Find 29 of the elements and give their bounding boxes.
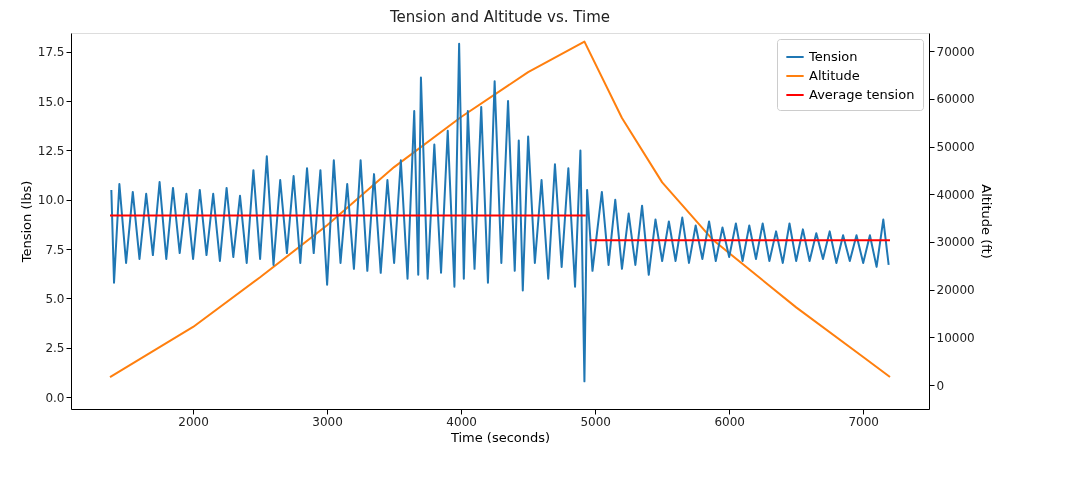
y2-axis-title: Altitude (ft) [978,184,994,259]
x-tick-label: 2000 [178,414,209,429]
chart-title: Tension and Altitude vs. Time [388,8,611,26]
y-tick-label: 12.5 [37,143,65,158]
y-tick-label: 2.5 [45,341,65,356]
y2-tick-label: 30000 [936,235,975,250]
y2-tick-label: 50000 [936,140,975,155]
x-tick-label: 7000 [848,414,879,429]
y-tick-label: 10.0 [37,193,65,208]
legend-label: Tension [808,49,858,64]
x-tick-label: 3000 [312,414,343,429]
y2-tick-label: 70000 [936,44,975,59]
y-tick-label: 15.0 [37,94,65,109]
y2-tick-label: 10000 [936,330,975,345]
y2-tick-label: 40000 [936,187,975,202]
legend-label: Altitude [809,68,860,83]
legend-label: Average tension [809,87,915,102]
y-tick-label: 17.5 [37,45,65,60]
y-tick-label: 0.0 [45,390,65,405]
y-tick-label: 5.0 [45,291,65,306]
y2-tick-label: 60000 [936,92,975,107]
y2-tick-label: 20000 [936,283,975,298]
y-tick-label: 7.5 [45,242,65,257]
y-axis-title: Tension (lbs) [18,180,34,264]
x-axis-title: Time (seconds) [449,429,551,445]
x-tick-label: 4000 [446,414,477,429]
x-tick-label: 5000 [580,414,611,429]
x-tick-label: 6000 [714,414,745,429]
y2-tick-label: 0 [936,378,945,393]
